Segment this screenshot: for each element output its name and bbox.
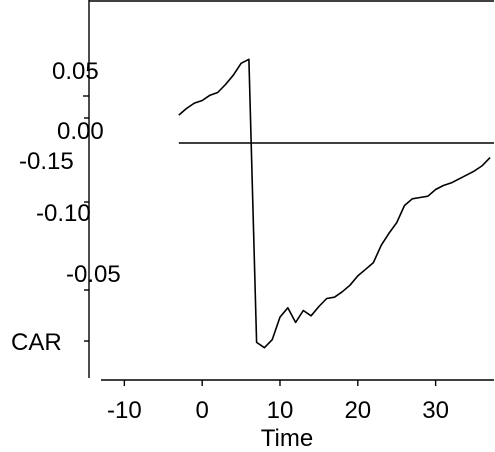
y-tick-label: 0.05: [52, 58, 99, 85]
y-tick-label: -0.10: [36, 200, 91, 227]
x-tick-label: 10: [267, 397, 294, 424]
y-tick-label: 0.00: [57, 118, 104, 145]
x-tick-label: 30: [422, 397, 449, 424]
x-tick-label: 0: [195, 397, 208, 424]
x-tick-label: -10: [107, 397, 142, 424]
y-tick-label: -0.05: [66, 261, 121, 288]
x-ticks-group: -10 0 10 20 30: [107, 380, 449, 424]
x-tick-label: 20: [344, 397, 371, 424]
y-axis-title: CAR: [11, 329, 62, 356]
y-tick-label: -0.15: [19, 148, 74, 175]
y-ticks-group: 0.05 0.00 -0.15 -0.10 -0.05: [19, 58, 121, 291]
x-axis-title: Time: [261, 425, 313, 452]
car-series-line: [178, 58, 491, 349]
